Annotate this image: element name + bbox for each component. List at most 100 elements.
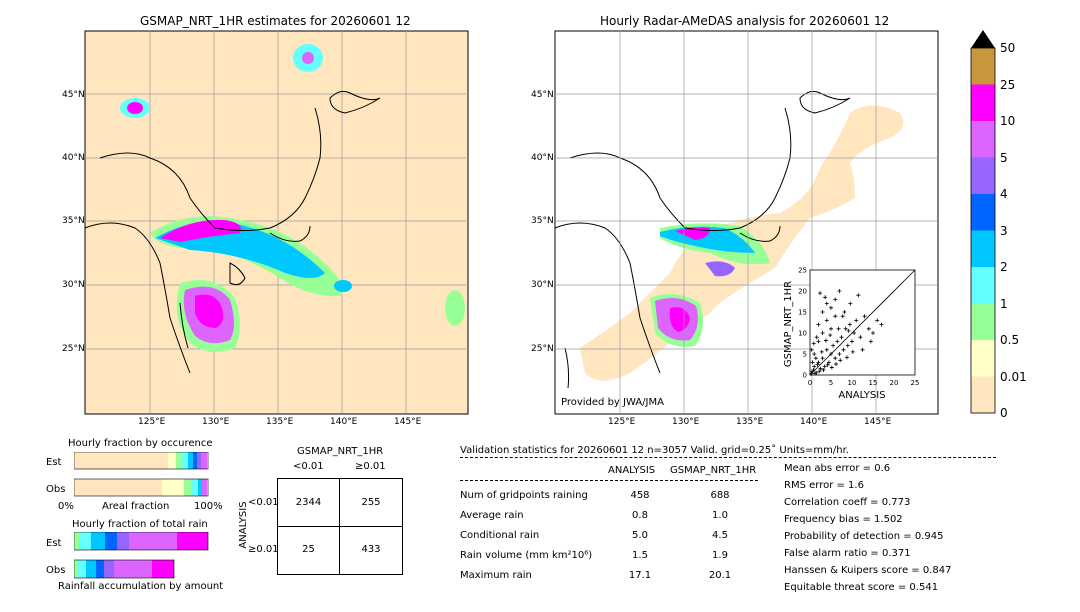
stat-row-label: Maximum rain bbox=[460, 570, 532, 581]
contingency-cell: 25 bbox=[302, 544, 315, 555]
scatter-points bbox=[809, 289, 884, 376]
occ-obs-seg bbox=[184, 479, 192, 496]
score-pod: Probability of detection = 0.945 bbox=[784, 531, 944, 542]
scatter-point bbox=[829, 352, 833, 356]
contingency-row-axis: ANALYSIS bbox=[238, 501, 249, 548]
scatter-point bbox=[811, 367, 816, 372]
colorbar-swatch bbox=[971, 157, 995, 195]
colorbar-label: 3 bbox=[1000, 223, 1008, 238]
colorbar bbox=[970, 30, 996, 414]
tr-est-seg bbox=[129, 532, 177, 550]
scatter-xtick-label: 0 bbox=[808, 379, 812, 387]
right-lat-label-25: 25°N bbox=[531, 344, 554, 354]
total-rain-label-obs: Obs bbox=[46, 565, 66, 576]
scatter-point bbox=[879, 322, 884, 327]
left-lon-label-140: 140°E bbox=[330, 417, 358, 427]
total-rain-footer: Rainfall accumulation by amount bbox=[58, 581, 224, 592]
occ-est-seg bbox=[182, 452, 188, 469]
scatter-point bbox=[833, 314, 838, 319]
colorbar-swatch bbox=[971, 121, 995, 158]
scatter-point bbox=[813, 356, 818, 361]
scatter-point bbox=[813, 371, 818, 376]
scatter-point bbox=[850, 339, 854, 344]
scatter-ytick-label: 10 bbox=[798, 330, 807, 338]
scatter-ytick-label: 15 bbox=[798, 309, 807, 317]
tr-est-seg bbox=[79, 532, 91, 550]
colorbar-swatch bbox=[971, 230, 995, 268]
left-lon-label-125: 125°E bbox=[138, 417, 166, 427]
tr-obs-seg bbox=[114, 560, 152, 578]
score-hk: Hanssen & Kuipers score = 0.847 bbox=[784, 565, 952, 576]
colorbar-swatch bbox=[971, 84, 995, 122]
scatter-point bbox=[831, 343, 836, 348]
scatter-ytick-label: 0 bbox=[803, 372, 807, 380]
occurrence-axis-right: 100% bbox=[194, 501, 223, 512]
colorbar-swatch bbox=[971, 303, 995, 341]
right-lon-label-145: 145°E bbox=[864, 417, 892, 427]
right-map-graticule bbox=[555, 31, 938, 414]
contingency-title: GSMAP_NRT_1HR bbox=[297, 446, 384, 457]
scatter-point bbox=[868, 339, 873, 344]
score-far: False alarm ratio = 0.371 bbox=[784, 548, 911, 559]
occ-obs-seg bbox=[192, 479, 198, 496]
left-map-graticule bbox=[85, 31, 468, 414]
stat-row-analysis: 5.0 bbox=[632, 530, 648, 541]
colorbar-swatch bbox=[971, 194, 995, 231]
data-credit: Provided by JWA/JMA bbox=[561, 397, 664, 408]
scatter-xtick-label: 10 bbox=[848, 379, 857, 387]
scatter-point bbox=[835, 339, 840, 344]
stat-row-gsmap: 1.0 bbox=[712, 510, 728, 521]
scatter-point bbox=[836, 326, 841, 331]
left-lon-label-135: 135°E bbox=[266, 417, 294, 427]
scatter-point bbox=[822, 364, 827, 369]
occurrence-label-obs: Obs bbox=[46, 484, 66, 495]
occ-est-seg bbox=[193, 452, 197, 469]
scatter-xtick-label: 5 bbox=[829, 379, 833, 387]
left-map-frame bbox=[84, 30, 469, 415]
contingency-col-lt: <0.01 bbox=[293, 461, 324, 472]
left-lat-label-40: 40°N bbox=[62, 153, 85, 163]
stat-row-analysis: 0.8 bbox=[632, 510, 648, 521]
stat-row-gsmap: 4.5 bbox=[712, 530, 728, 541]
scatter-point bbox=[817, 369, 822, 374]
colorbar-label: 4 bbox=[1000, 187, 1008, 201]
scatter-point bbox=[812, 364, 817, 369]
scatter-ytick-label: 20 bbox=[798, 288, 807, 296]
left-lon-label-130: 130°E bbox=[202, 417, 230, 427]
right-lat-label-45: 45°N bbox=[531, 90, 554, 100]
left-map bbox=[84, 30, 469, 415]
contingency-row-axis-label: ANALYSIS bbox=[238, 501, 249, 548]
scatter-point bbox=[829, 365, 834, 370]
colorbar-label: 2 bbox=[1000, 260, 1008, 274]
colorbar-label: 50 bbox=[1000, 41, 1016, 55]
scatter-point bbox=[816, 339, 821, 344]
scatter-point bbox=[862, 314, 867, 319]
scatter-point bbox=[819, 349, 824, 354]
colorbar-label: 10 bbox=[1000, 114, 1016, 128]
scatter-point bbox=[866, 326, 871, 331]
scatter-xlabel: ANALYSIS bbox=[838, 390, 885, 401]
scatter-point bbox=[828, 333, 833, 338]
contingency-cell: 2344 bbox=[295, 497, 322, 508]
scatter-ylabel: GSMAP_NRT_1HR bbox=[783, 281, 794, 367]
colorbar-label: 1 bbox=[1000, 296, 1008, 311]
scatter-ytick-label: 5 bbox=[803, 351, 807, 359]
colorbar-outline bbox=[970, 47, 996, 414]
scatter-xtick-label: 15 bbox=[869, 379, 878, 387]
left-precip-field bbox=[120, 44, 465, 352]
tr-obs-seg bbox=[74, 560, 78, 578]
occ-est-seg bbox=[168, 452, 176, 469]
right-precip-field bbox=[580, 105, 904, 381]
occurrence-bars bbox=[74, 452, 209, 497]
scatter-xtick-label: 25 bbox=[911, 379, 920, 387]
tr-est-seg bbox=[91, 532, 105, 550]
contingency-table: 2344 255 25 433 bbox=[277, 478, 403, 575]
contingency-col-ge: ≥0.01 bbox=[355, 461, 386, 472]
scatter-point bbox=[809, 347, 814, 352]
colorbar-swatch bbox=[971, 48, 995, 85]
tr-obs-seg bbox=[152, 560, 174, 578]
contingency-row-ge: ≥0.01 bbox=[248, 544, 279, 555]
right-lon-label-135: 135°E bbox=[736, 417, 764, 427]
scatter-point bbox=[824, 301, 829, 306]
scatter-point bbox=[820, 310, 825, 314]
